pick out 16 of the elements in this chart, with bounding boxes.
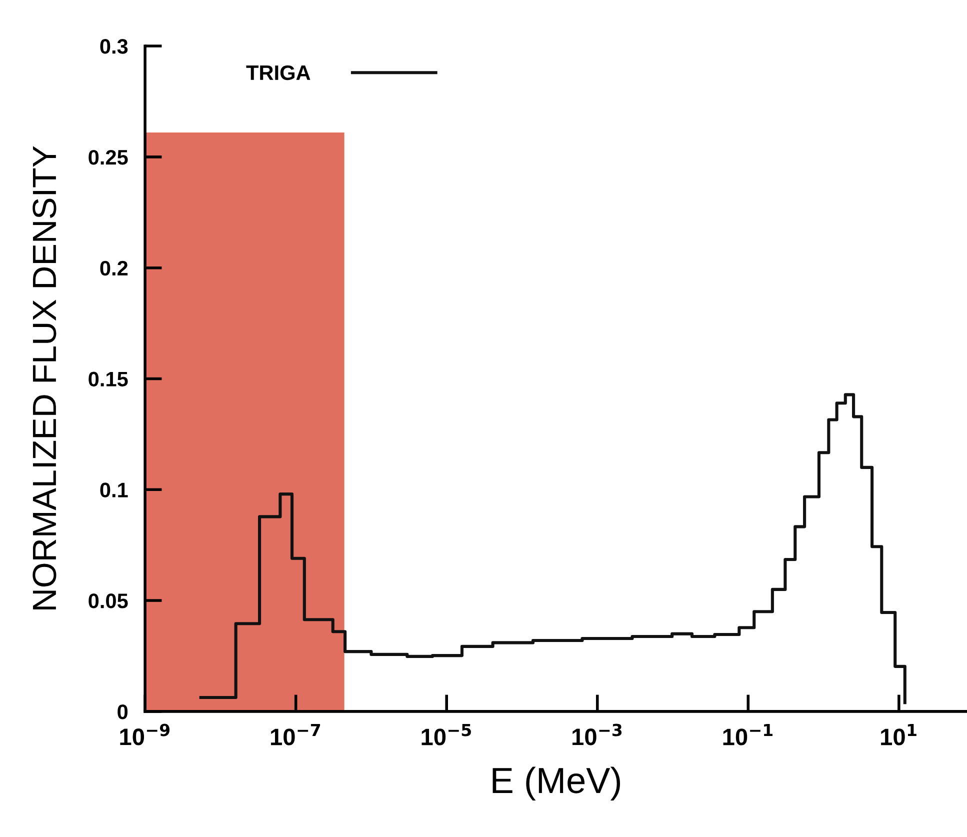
x-axis-title: E (MeV) bbox=[492, 766, 620, 800]
y-tick-label: 0.05 bbox=[88, 594, 128, 608]
x-tick-label: 10$^{−7}$ bbox=[270, 724, 320, 746]
y-tick-label: 0 bbox=[118, 704, 128, 720]
y-tick-label: 0.25 bbox=[88, 150, 128, 165]
y-tick-label: 0.1 bbox=[100, 482, 128, 498]
x-tick-label: 10$^{1}$ bbox=[881, 724, 916, 746]
x-tick-label: 10$^{−5}$ bbox=[422, 724, 471, 746]
x-tick-label: 10$^{−1}$ bbox=[723, 724, 773, 746]
x-tick-label: 10$^{−3}$ bbox=[572, 724, 622, 746]
y-tick-label: 0.2 bbox=[100, 260, 128, 276]
y-tick-label: 0.15 bbox=[88, 372, 128, 386]
y-axis-title: NORMALIZED FLUX DENSITY bbox=[32, 146, 56, 610]
x-tick-label: 10$^{−9}$ bbox=[120, 724, 170, 746]
y-tick-label: 0.3 bbox=[100, 39, 128, 54]
legend-label: TRIGA bbox=[246, 65, 310, 80]
